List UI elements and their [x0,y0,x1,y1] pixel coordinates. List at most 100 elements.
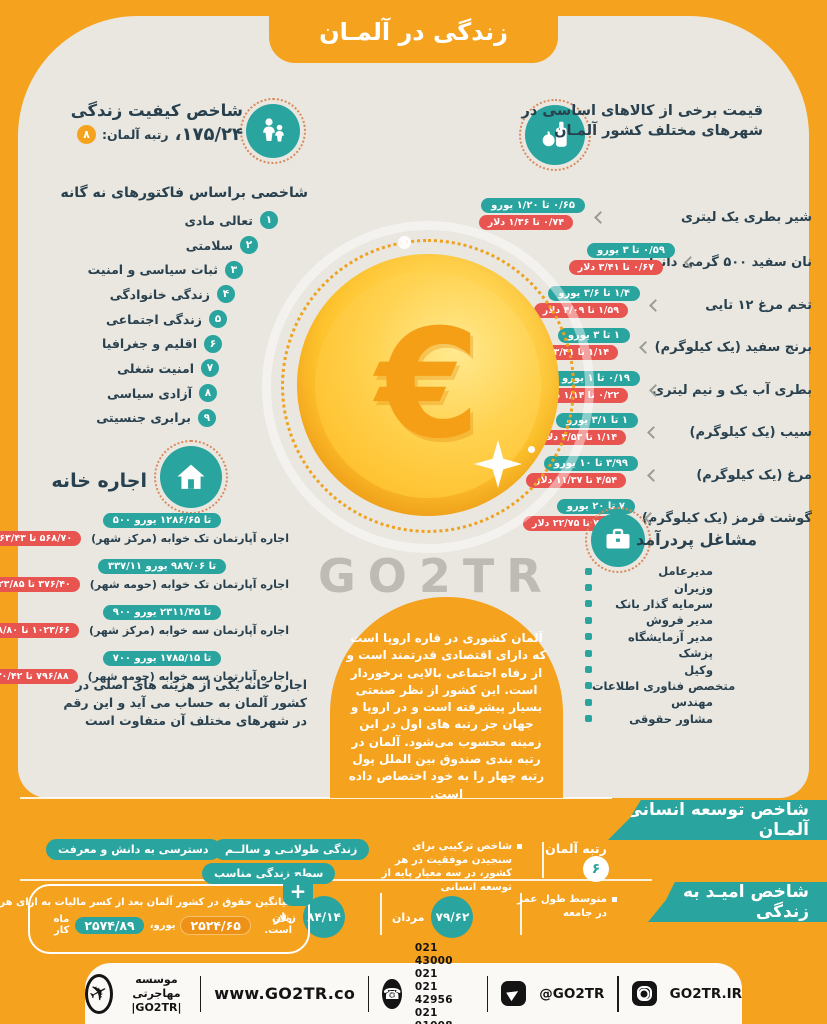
factor-item: ۸ آزادی سیاسی [88,381,278,406]
avg-lifespan-label: متوسط طول عمر در جامعه [507,893,617,920]
rent-note: اجاره خانه یکی از هزینه های اصلی در کشور… [63,677,307,728]
factor-number-badge: ۱ [260,211,278,230]
factors-heading: شاخصی براساس فاکتورهای نه گانه [60,185,308,201]
factor-label: زندگی اجتماعی [105,311,202,327]
bullet-square [585,633,592,641]
chevron-left-icon [649,299,662,312]
chevron-left-icon [639,341,652,354]
divider-line [20,879,652,881]
factor-label: امنیت شغلی [117,360,194,376]
bullet-square [585,715,592,723]
telegram-icon [501,981,527,1006]
watermark: GO2TR [318,549,554,603]
factor-label: زندگی خانوادگی [109,286,210,302]
price-item-label: تخم مرغ ۱۲ تایی [705,298,812,313]
briefcase-icon [585,507,651,573]
job-item: مدیر آزمایشگاه [585,629,713,645]
chevron-left-icon [594,211,607,224]
factor-label: اقلیم و جغرافیا [101,336,197,352]
price-item: نان سفید ۵۰۰ گرمی دانه‌ای ۰/۵۹ تا ۳ یورو ۰… [330,243,812,287]
dollar-rent-badge: ۳۷۶/۴۰ تا ۱۱۲۳/۸۵ دلار [0,577,80,592]
price-item-label: شیر بطری یک لیتری [681,210,812,225]
price-item-label: سیب (یک کیلوگرم) [689,425,812,440]
house-icon-glyph [177,464,205,489]
quality-score-value: ۱۷۵/۲۴، [174,124,243,145]
rent-item-label: اجاره آپارتمان سه خوابه (حومه شهر) [87,670,289,683]
factor-item: ۷ امنیت شغلی [88,356,278,381]
rent-heading: اجاره خانه [51,470,147,492]
hdi-title: شاخص توسعه انسانی آلمـان [625,800,809,840]
hdi-description: شاخص ترکیبی برای سنجیدن موفقیت در هر کشو… [374,840,522,894]
dollar-rent-badge: ۱۰۲۳/۶۶ تا ۲۶۲۸/۸۰ دلار [0,623,80,638]
factor-number-badge: ۶ [204,334,222,353]
factor-item: ۱ تعالی مادی [88,208,278,233]
rent-item: ۳۳۷/۱۱ تا ۹۸۹/۰۶ یورو اجاره آپارتمان تک خ… [0,554,289,592]
divider-line [368,975,370,1012]
factor-number-badge: ۷ [201,359,219,378]
jobs-heading: مشاغل پردرآمد [636,530,757,549]
salary-euro-unit: یورو، [149,919,176,931]
salary-text-line1: میانگین حقوق در کشور آلمان بعد از کسر ما… [0,897,292,908]
hdi-pill: زندگی طولانـی و سالــم [213,839,370,860]
bullet-square [612,897,617,902]
bullet-square [585,600,592,608]
rent-item-line: اجاره آپارتمان تک خوابه (حومه شهر)· · ·۳… [0,577,289,592]
airplane-logo-icon: ✈ [85,973,113,1014]
bullet-square [585,666,592,674]
phone-icon: ☎ [382,978,402,1009]
chevron-left-icon [647,426,660,439]
dollar-rent-badge: ۵۶۸/۷۰ تا ۱۴۶۳/۴۳ دلار [0,531,82,546]
briefcase-icon-glyph [606,528,630,549]
plus-icon [283,876,313,906]
divider-line [20,797,612,799]
factor-item: ۹ برابری جنسیتی [88,406,278,431]
women-label: زنان [272,910,296,924]
people-icon-glyph [263,118,284,142]
rent-item-line: اجاره آپارتمان سه خوابه (حومه شهر)· · ·۷… [0,669,289,684]
germany-rank-badge: ۸ [76,125,96,144]
website-link[interactable]: www.GO2TR.co [214,984,356,1003]
job-label: پزشک [678,646,713,661]
bullet-square [585,584,592,592]
rent-item: ۵۰۰ تا ۱۲۸۶/۶۵ یورو اجاره آپارتمان تک خوا… [0,508,289,546]
factor-item: ۴ زندگی خانوادگی [88,282,278,307]
salary-text-line2: ماه کار ۲۵۷۴/۸۹ یورو، ۲۵۲۴/۶۵ دلار است. [44,914,292,936]
rent-item-label: اجاره آپارتمان تک خوابه (حومه شهر) [89,578,289,591]
coin-dotted-ring [281,239,575,533]
footer-bar: ✈ موسسه مهاجرتی |GO2TR| www.GO2TR.co ☎ 0… [85,942,743,1024]
euro-rent-badge: ۹۰۰ تا ۲۳۱۱/۴۵ یورو [102,605,222,620]
phone-number: 021 42956 [414,980,453,1006]
job-item: مشاور حقوقی [585,711,713,727]
euro-price-badge: ۱/۴ تا ۳/۶ یورو [548,286,640,301]
dollar-rent-badge: ۷۹۶/۸۸ تا ۲۰۳۰/۴۲ دلار [0,669,78,684]
org-name: موسسه مهاجرتی |GO2TR| [131,972,182,1014]
job-label: وکیل [684,662,713,677]
price-badges: ۰/۶۵ تا ۱/۲۰ یورو ۰/۷۴ تا ۱/۳۶ دلار [478,198,585,230]
prices-heading: قیمت برخی از کالاهای اساسی در شهرهای مخت… [522,101,763,141]
phone-number: 021 91008 021 [414,1006,453,1024]
factors-list: ۱ تعالی مادی ۲ سلامتی ۳ ثبات سیاسی و امنیت ۴ زن… [88,208,278,430]
instagram-handle[interactable]: GO2TR.IR [669,985,743,1002]
coin-highlight-dot [398,236,411,249]
men-life-expectancy: ۷۹/۶۲ مردان [392,896,474,938]
divider-line [542,842,544,878]
price-item-label: بطری آب یک و نیم لیتری [652,383,812,398]
bullet-square [585,567,592,575]
dollar-price-badge: ۰/۶۷ تا ۳/۴۱ دلار [568,260,663,275]
factor-label: سلامتی [185,237,233,253]
job-item: مدیرعامل [585,563,713,579]
factor-number-badge: ۵ [209,310,227,329]
rent-item: ۹۰۰ تا ۲۳۱۱/۴۵ یورو اجاره آپارتمان سه خوا… [0,600,289,638]
factor-number-badge: ۹ [198,408,216,427]
job-label: مهندس [671,695,713,710]
job-label: مدیر فروش [646,613,713,628]
page-title: زندگی در آلمـان [319,17,508,46]
telegram-handle[interactable]: @GO2TR [539,985,605,1002]
job-item: مهندس [585,694,713,710]
salary-prefix: ماه کار [53,914,70,936]
job-item: متخصص فناوری اطلاعات [585,678,735,694]
divider-line [520,893,522,935]
salary-dollar-unit: دلار است. [264,914,292,936]
